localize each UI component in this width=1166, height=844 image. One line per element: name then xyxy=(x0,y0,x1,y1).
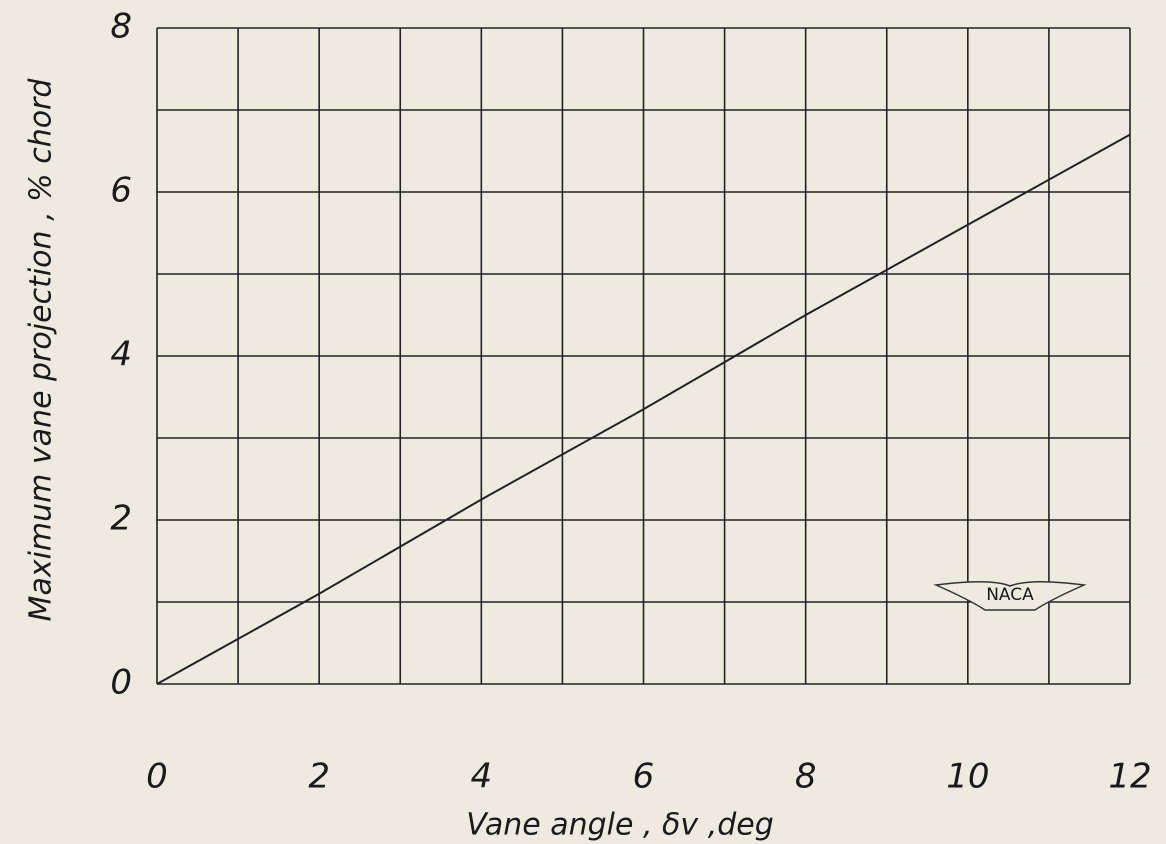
y-tick-label: 6 xyxy=(110,171,132,211)
naca-logo: NACA xyxy=(933,580,1087,611)
y-axis-label: Maximum vane projection , % chord xyxy=(24,78,59,622)
x-tick-label: 0 xyxy=(146,757,168,797)
y-tick-label: 8 xyxy=(110,7,132,47)
x-tick-label: 2 xyxy=(308,757,330,797)
x-tick-label: 4 xyxy=(471,757,493,797)
x-axis-label: Vane angle , δv ,deg xyxy=(466,808,774,843)
x-tick-label: 6 xyxy=(633,757,655,797)
x-tick-label: 8 xyxy=(795,757,817,797)
data-line xyxy=(156,133,1131,685)
x-tick-label: 12 xyxy=(1108,757,1151,797)
y-tick-label: 4 xyxy=(110,335,132,375)
y-tick-label: 0 xyxy=(110,663,132,703)
y-tick-label: 2 xyxy=(110,499,132,539)
x-tick-label: 10 xyxy=(946,757,989,797)
annotation: NACA xyxy=(986,585,1034,605)
